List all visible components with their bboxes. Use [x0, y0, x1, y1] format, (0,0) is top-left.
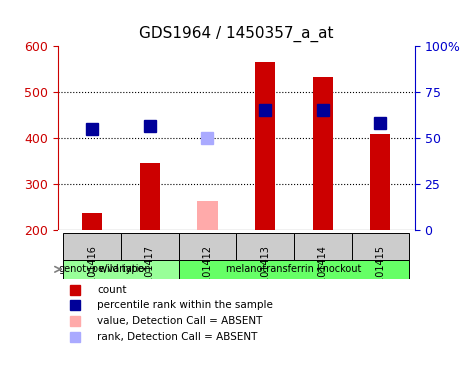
Text: GSM101414: GSM101414: [318, 245, 328, 304]
FancyBboxPatch shape: [351, 233, 409, 260]
Text: genotype/variation: genotype/variation: [59, 264, 151, 274]
Bar: [370, 134, 390, 230]
Text: wild type: wild type: [99, 264, 143, 274]
Title: GDS1964 / 1450357_a_at: GDS1964 / 1450357_a_at: [139, 26, 333, 42]
Bar: [255, 62, 275, 230]
Bar: [197, 201, 218, 230]
FancyBboxPatch shape: [64, 233, 121, 260]
FancyBboxPatch shape: [236, 233, 294, 260]
Text: value, Detection Call = ABSENT: value, Detection Call = ABSENT: [97, 316, 262, 326]
Text: count: count: [97, 285, 126, 295]
Text: rank, Detection Call = ABSENT: rank, Detection Call = ABSENT: [97, 332, 257, 342]
Text: GSM101412: GSM101412: [202, 245, 213, 305]
Text: GSM101413: GSM101413: [260, 245, 270, 304]
Bar: [82, 213, 102, 230]
FancyBboxPatch shape: [179, 260, 409, 279]
Text: GSM101415: GSM101415: [375, 245, 385, 305]
Text: GSM101417: GSM101417: [145, 245, 155, 305]
FancyBboxPatch shape: [294, 233, 351, 260]
FancyBboxPatch shape: [179, 233, 236, 260]
Text: melanotransferrin knockout: melanotransferrin knockout: [226, 264, 361, 274]
Text: GSM101416: GSM101416: [87, 245, 97, 304]
FancyBboxPatch shape: [121, 233, 179, 260]
FancyBboxPatch shape: [64, 260, 179, 279]
Text: percentile rank within the sample: percentile rank within the sample: [97, 300, 273, 310]
Bar: [140, 163, 160, 230]
Bar: [313, 77, 333, 230]
